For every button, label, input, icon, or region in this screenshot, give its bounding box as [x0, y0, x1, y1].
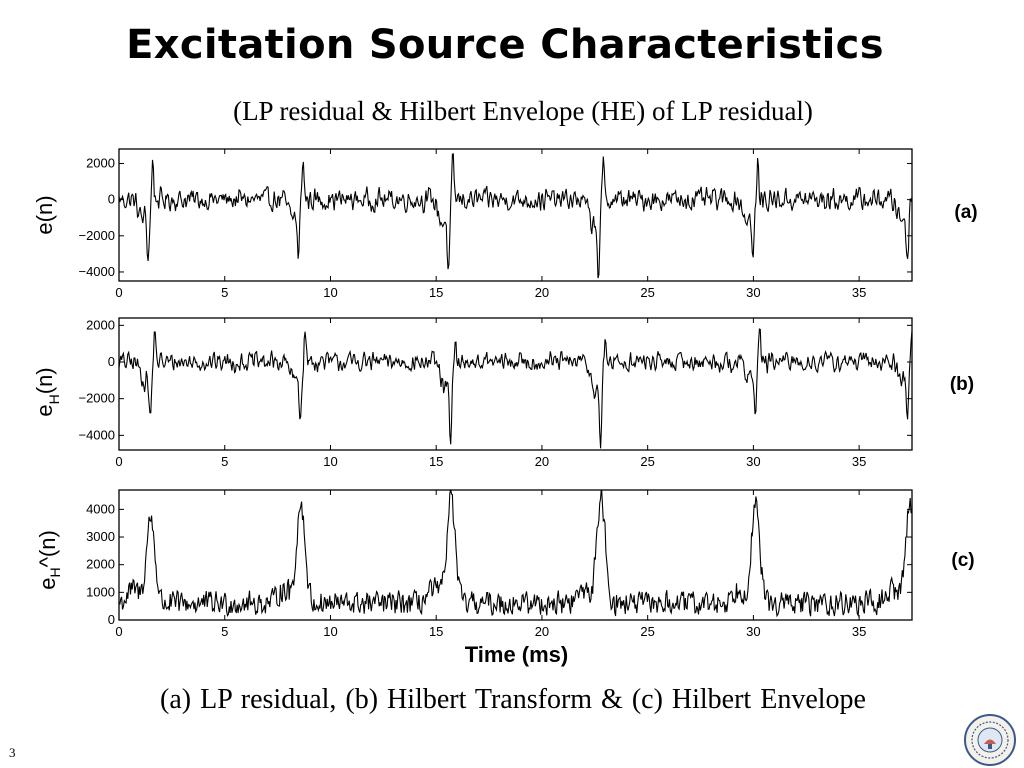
- x-tick-label: 15: [429, 454, 443, 469]
- x-tick-label: 25: [640, 454, 654, 469]
- x-tick-label: 10: [323, 624, 337, 639]
- x-tick-label: 0: [115, 285, 122, 300]
- y-tick-label: 2000: [86, 317, 115, 332]
- panel-label: (c): [951, 550, 974, 571]
- plot-frame: [118, 317, 913, 451]
- plot-frame: [118, 148, 913, 282]
- x-tick-label: 20: [535, 624, 549, 639]
- x-tick-label: 10: [323, 454, 337, 469]
- chart-panel-b: 0 5 10 15 20 25 30 35 −4000 −2000 0 2000 eH(n) (b): [32, 317, 974, 469]
- x-tick-label: 35: [852, 624, 866, 639]
- x-tick-label: 20: [535, 285, 549, 300]
- x-tick-label: 0: [115, 454, 122, 469]
- x-tick-label: 20: [535, 454, 549, 469]
- figure-caption: (a) LP residual, (b) Hilbert Transform &…: [160, 684, 866, 715]
- series-line: [119, 153, 912, 279]
- panel-label: (b): [950, 374, 974, 395]
- y-tick-label: −4000: [78, 427, 115, 442]
- y-tick-label: −2000: [78, 228, 115, 243]
- x-tick-label: 30: [746, 285, 760, 300]
- y-axis-label: eH^(n): [35, 530, 63, 590]
- y-axis-label-text: e(n): [32, 195, 57, 234]
- x-axis-label: Time (ms): [465, 642, 569, 667]
- y-axis-label-text: eH(n): [32, 367, 62, 416]
- series-line: [119, 328, 912, 449]
- x-tick-label: 25: [640, 285, 654, 300]
- chart-panel-c: 0 5 10 15 20 25 30 35 0 1000 2000 3000 4000 eH^(n) (c)…: [35, 489, 975, 667]
- chart-panel-a: 0 5 10 15 20 25 30 35 −4000 −2000 0 2000 e(n) (a): [32, 148, 978, 300]
- x-tick-label: 5: [221, 454, 228, 469]
- x-tick-label: 35: [852, 454, 866, 469]
- x-tick-label: 35: [852, 285, 866, 300]
- y-tick-label: 4000: [86, 501, 115, 516]
- y-tick-label: 0: [108, 612, 115, 627]
- y-axis-label-text: eH^(n): [35, 530, 63, 590]
- x-tick-label: 0: [115, 624, 122, 639]
- x-tick-label: 30: [746, 624, 760, 639]
- slide-subtitle: (LP residual & Hilbert Envelope (HE) of …: [233, 96, 813, 126]
- x-tick-label: 30: [746, 454, 760, 469]
- y-tick-label: −4000: [78, 264, 115, 279]
- x-tick-label: 10: [323, 285, 337, 300]
- institute-seal-icon: [964, 714, 1016, 766]
- x-tick-label: 15: [429, 285, 443, 300]
- panel-label: (a): [954, 202, 977, 223]
- y-tick-label: 2000: [86, 557, 115, 572]
- slide-title: Excitation Source Characteristics: [126, 22, 884, 68]
- x-tick-label: 15: [429, 624, 443, 639]
- x-tick-label: 5: [221, 624, 228, 639]
- series-line: [119, 490, 912, 618]
- x-tick-label: 25: [640, 624, 654, 639]
- y-tick-label: 3000: [86, 529, 115, 544]
- y-tick-label: 1000: [86, 584, 115, 599]
- y-axis-label: eH(n): [32, 367, 62, 416]
- x-tick-label: 5: [221, 285, 228, 300]
- slide-number: 3: [9, 745, 16, 760]
- y-tick-label: 0: [108, 192, 115, 207]
- y-tick-label: 2000: [86, 155, 115, 170]
- y-tick-label: −2000: [78, 391, 115, 406]
- y-tick-label: 0: [108, 354, 115, 369]
- plot-frame: [118, 489, 913, 621]
- y-axis-label: e(n): [32, 195, 57, 234]
